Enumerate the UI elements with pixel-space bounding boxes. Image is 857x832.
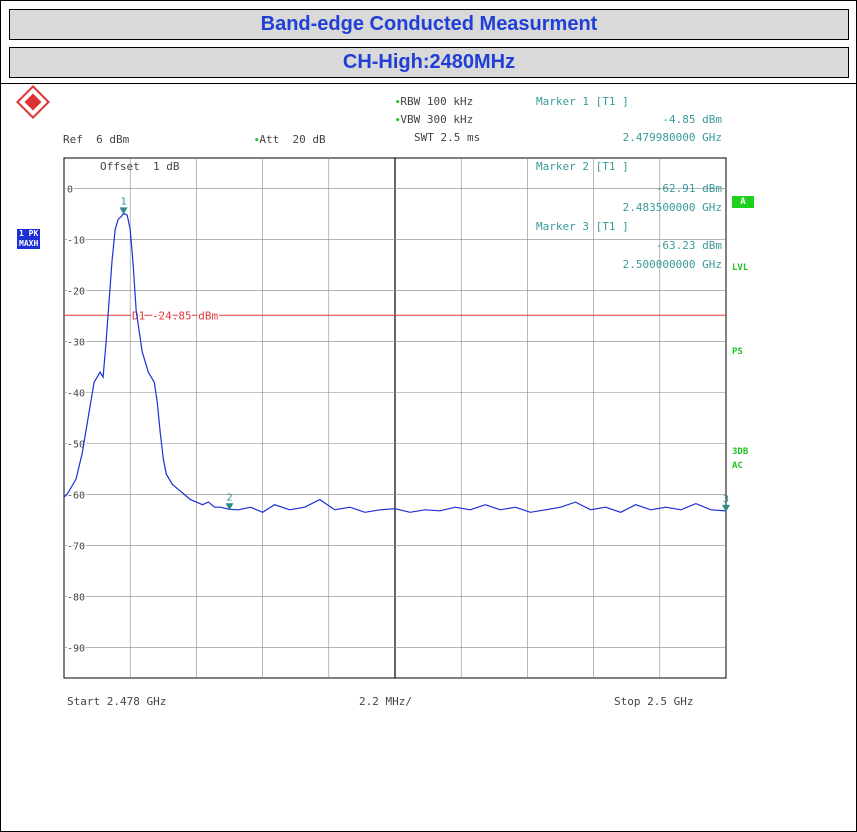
channel-subtitle: CH-High:2480MHz <box>9 47 849 78</box>
trace-a-badge: A <box>732 196 754 208</box>
marker-2-triangle <box>225 503 234 511</box>
y-tick-labels: 0 -10 -20 -30 -40 -50 -60 -70 -80 -90 <box>66 183 87 656</box>
marker-symbols: 1 2 3 <box>119 196 730 512</box>
marker-1-freq: 2.479980000 GHz <box>622 131 722 144</box>
y-tick-label: -60 <box>67 490 85 501</box>
start-frequency: Start 2.478 GHz <box>67 695 167 708</box>
y-tick-label: 0 <box>67 185 73 196</box>
marker-3-number: 3 <box>723 494 729 505</box>
marker-1-label: Marker 1 [T1 ] <box>536 95 629 108</box>
swt-setting: SWT 2.5 ms <box>414 131 481 144</box>
trace-mode-badge: 1 PK MAXH <box>17 229 41 249</box>
y-tick-label: -40 <box>67 389 85 400</box>
marker-1-triangle <box>119 207 128 215</box>
marker-2-label: Marker 2 [T1 ] <box>536 160 629 173</box>
marker-1-number: 1 <box>121 196 127 207</box>
y-tick-label: -70 <box>67 541 85 552</box>
3db-indicator: 3DB <box>732 447 749 457</box>
display-line-label: D1 -24.85 dBm <box>132 309 218 322</box>
y-tick-label: -50 <box>67 439 85 450</box>
offset-setting: Offset 1 dB <box>100 160 180 173</box>
ref-level: Ref 6 dBm <box>63 133 130 146</box>
ac-indicator: AC <box>732 461 743 471</box>
trace-1 <box>63 212 727 513</box>
span-per-division: 2.2 MHz/ <box>359 695 412 708</box>
rohde-schwarz-logo-icon <box>16 85 50 119</box>
marker-3-freq: 2.500000000 GHz <box>622 258 722 271</box>
y-tick-label: -90 <box>67 643 85 654</box>
marker-2-level: -62.91 dBm <box>655 182 722 195</box>
marker-2-freq: 2.483500000 GHz <box>622 201 722 214</box>
marker-3-level: -63.23 dBm <box>655 239 722 252</box>
ps-indicator: PS <box>732 347 743 357</box>
marker-1-level: -4.85 dBm <box>662 113 722 126</box>
header-divider <box>0 83 857 84</box>
vbw-setting: •VBW 300 kHz <box>395 113 474 126</box>
attenuation-setting: •Att 20 dB <box>254 133 326 146</box>
rbw-setting: •RBW 100 kHz <box>395 95 474 108</box>
report-title: Band-edge Conducted Measurment <box>9 9 849 40</box>
y-tick-label: -20 <box>67 287 85 298</box>
trace-mode-maxh: MAXH <box>19 239 39 248</box>
marker-2-number: 2 <box>227 492 233 503</box>
stop-frequency: Stop 2.5 GHz <box>614 695 694 708</box>
trace-mode-pk: 1 PK <box>19 229 39 238</box>
plot-grid <box>64 158 726 678</box>
lvl-indicator: LVL <box>732 263 749 273</box>
y-tick-label: -80 <box>67 592 85 603</box>
y-tick-label: -10 <box>67 236 85 247</box>
marker-3-label: Marker 3 [T1 ] <box>536 220 629 233</box>
marker-3-triangle <box>722 504 730 512</box>
y-tick-label: -30 <box>67 338 85 349</box>
